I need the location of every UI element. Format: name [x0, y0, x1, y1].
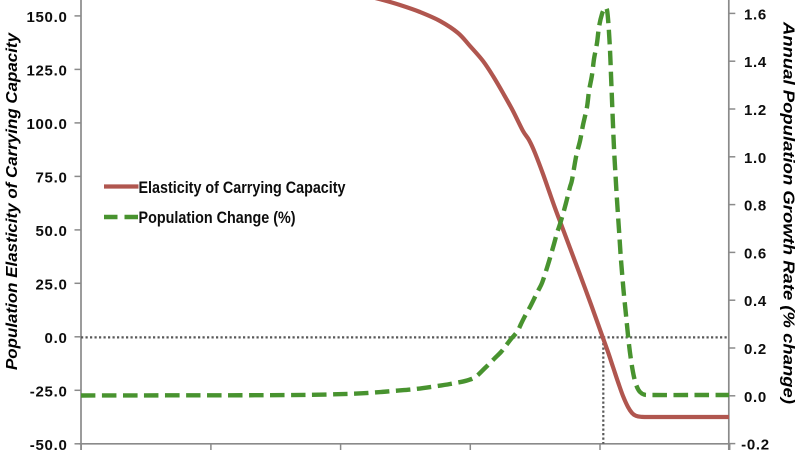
svg-text:0.0: 0.0 — [45, 330, 68, 347]
svg-text:Population Elasticity of Carry: Population Elasticity of Carrying Capaci… — [4, 32, 21, 370]
svg-text:-25.0: -25.0 — [30, 383, 68, 400]
svg-text:-50.0: -50.0 — [30, 437, 68, 450]
svg-text:1.0: 1.0 — [744, 150, 767, 167]
svg-text:125.0: 125.0 — [26, 62, 67, 79]
svg-text:1.2: 1.2 — [744, 102, 767, 119]
svg-text:150.0: 150.0 — [26, 9, 67, 26]
svg-text:0.0: 0.0 — [744, 389, 767, 406]
svg-text:-0.2: -0.2 — [741, 437, 770, 450]
svg-text:100.0: 100.0 — [26, 116, 67, 133]
svg-text:0.8: 0.8 — [744, 198, 767, 215]
svg-text:50.0: 50.0 — [36, 223, 68, 240]
svg-text:0.2: 0.2 — [744, 341, 767, 358]
svg-text:1.6: 1.6 — [744, 6, 767, 23]
svg-text:0.4: 0.4 — [744, 293, 767, 310]
svg-text:0.6: 0.6 — [744, 245, 767, 262]
svg-text:1.4: 1.4 — [744, 54, 767, 71]
svg-text:25.0: 25.0 — [36, 276, 68, 293]
svg-text:Elasticity of Carrying Capacit: Elasticity of Carrying Capacity — [139, 178, 346, 197]
svg-text:Annual Population Growth Rate: Annual Population Growth Rate (% change) — [780, 21, 797, 404]
svg-text:75.0: 75.0 — [36, 169, 68, 186]
svg-text:Population Change (%): Population Change (%) — [139, 208, 296, 227]
